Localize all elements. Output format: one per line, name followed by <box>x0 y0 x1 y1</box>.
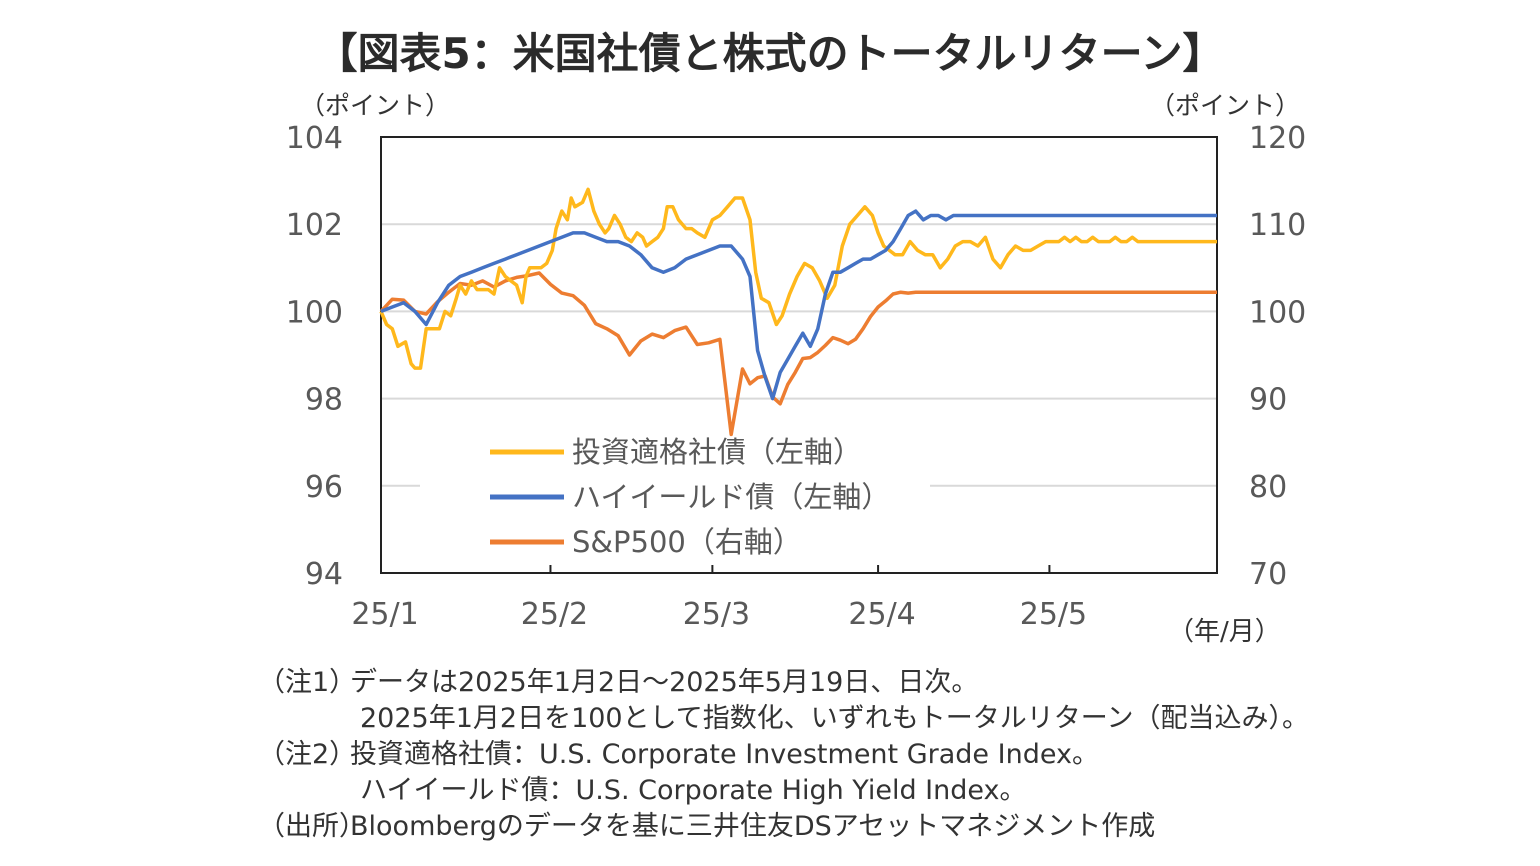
left-tick-label: 96 <box>305 470 343 505</box>
footnote-text: 投資適格社債：U.S. Corporate Investment Grade I… <box>350 739 1099 770</box>
footnote-line: ハイイールド債：U.S. Corporate High Yield Index。 <box>258 768 1027 807</box>
x-tick-label: 25/4 <box>848 597 915 632</box>
right-tick-label: 90 <box>1249 383 1287 418</box>
plot-frame <box>380 136 1218 574</box>
right-tick-label: 120 <box>1249 121 1306 156</box>
footnote-text: Bloombergのデータを基に三井住友DSアセットマネジメント作成 <box>350 811 1156 842</box>
footnote-line: （注2）投資適格社債：U.S. Corporate Investment Gra… <box>258 732 1099 771</box>
legend-label: 投資適格社債（左軸） <box>572 435 862 469</box>
right-tick-label: 110 <box>1249 208 1306 243</box>
footnote-head: （出所） <box>258 811 366 842</box>
left-tick-label: 104 <box>286 121 343 156</box>
right-tick-label: 100 <box>1249 295 1306 330</box>
left-tick-label: 94 <box>305 557 343 592</box>
right-tick-label: 70 <box>1249 557 1287 592</box>
x-tick-label: 25/2 <box>521 597 588 632</box>
footnote-text: 2025年1月2日を100として指数化、いずれもトータルリターン（配当込み）。 <box>360 703 1309 734</box>
right-tick-label: 80 <box>1249 470 1287 505</box>
left-tick-label: 102 <box>286 208 343 243</box>
legend-label: ハイイールド債（左軸） <box>572 480 890 514</box>
x-tick-label: 25/1 <box>351 597 418 632</box>
x-tick-label: 25/5 <box>1020 597 1087 632</box>
series-line <box>379 187 1217 370</box>
series-line <box>380 209 1217 401</box>
chart-title: 【図表5：米国社債と株式のトータルリターン】 <box>315 29 1225 78</box>
footnote-text: ハイイールド債：U.S. Corporate High Yield Index。 <box>360 775 1027 806</box>
x-tick-label: 25/3 <box>683 597 750 632</box>
left-axis-unit: （ポイント） <box>300 91 450 120</box>
series-line <box>379 271 1217 437</box>
footnote-text: データは2025年1月2日～2025年5月19日、日次。 <box>350 667 979 698</box>
legend-label: S&P500（右軸） <box>572 525 802 559</box>
x-axis-unit: （年/月） <box>1168 617 1281 647</box>
footnote-head: （注2） <box>258 739 357 770</box>
footnote-line: 2025年1月2日を100として指数化、いずれもトータルリターン（配当込み）。 <box>258 696 1309 735</box>
left-tick-label: 100 <box>286 295 343 330</box>
right-axis-unit: （ポイント） <box>1150 91 1300 120</box>
footnote-head: （注1） <box>258 667 357 698</box>
footnote-line: （注1）データは2025年1月2日～2025年5月19日、日次。 <box>258 660 978 699</box>
footnote-line: （出所）Bloombergのデータを基に三井住友DSアセットマネジメント作成 <box>258 804 1155 843</box>
left-tick-label: 98 <box>305 383 343 418</box>
